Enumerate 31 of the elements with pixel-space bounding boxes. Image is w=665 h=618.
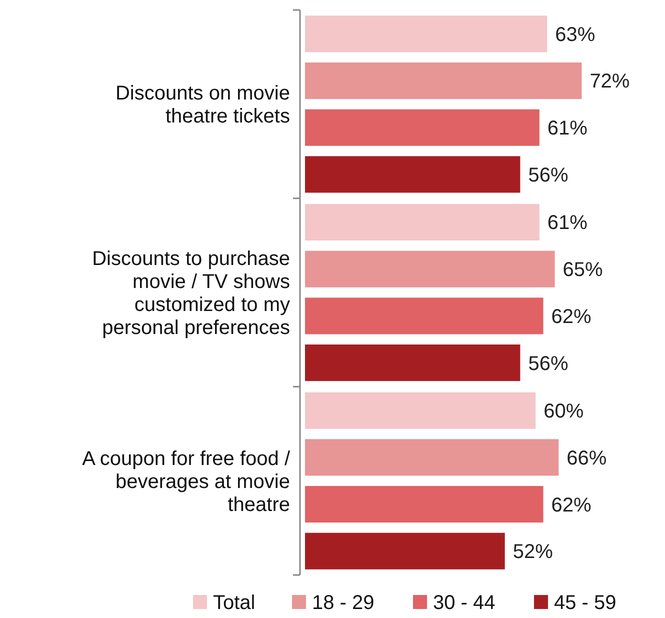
y-tick-label: Discounts on movie theatre tickets bbox=[115, 82, 290, 128]
data-label: 65% bbox=[562, 259, 604, 282]
bar bbox=[305, 204, 540, 241]
data-label: 60% bbox=[544, 400, 584, 423]
bar bbox=[305, 439, 559, 476]
bar bbox=[305, 392, 536, 429]
legend-label: Total bbox=[213, 592, 256, 614]
bar bbox=[305, 344, 520, 382]
bar bbox=[305, 532, 505, 570]
bar bbox=[305, 156, 520, 193]
bar bbox=[305, 486, 544, 523]
legend-label: 18 - 29 bbox=[312, 592, 374, 614]
data-label: 72% bbox=[590, 70, 630, 93]
data-label: 61% bbox=[547, 212, 588, 234]
bar bbox=[305, 250, 555, 288]
data-label: 52% bbox=[512, 541, 554, 564]
data-label: 66% bbox=[566, 447, 607, 470]
data-label: 56% bbox=[528, 352, 568, 375]
data-label: 61% bbox=[547, 118, 588, 140]
y-tick-label: A coupon for free food / beverages at movie theatre bbox=[82, 448, 290, 516]
bar bbox=[305, 62, 582, 100]
data-label: 56% bbox=[528, 164, 568, 186]
data-label: 63% bbox=[555, 24, 596, 46]
y-tick-label: Discounts to purchase movie / TV shows customized to my personal preferences bbox=[92, 248, 290, 339]
data-label: 62% bbox=[551, 306, 592, 328]
legend-label: 30 - 44 bbox=[433, 592, 496, 614]
legend-label: 45 - 59 bbox=[554, 592, 616, 614]
bar bbox=[305, 16, 548, 52]
bar bbox=[305, 298, 544, 334]
data-label: 62% bbox=[551, 494, 592, 516]
bar bbox=[305, 109, 540, 146]
